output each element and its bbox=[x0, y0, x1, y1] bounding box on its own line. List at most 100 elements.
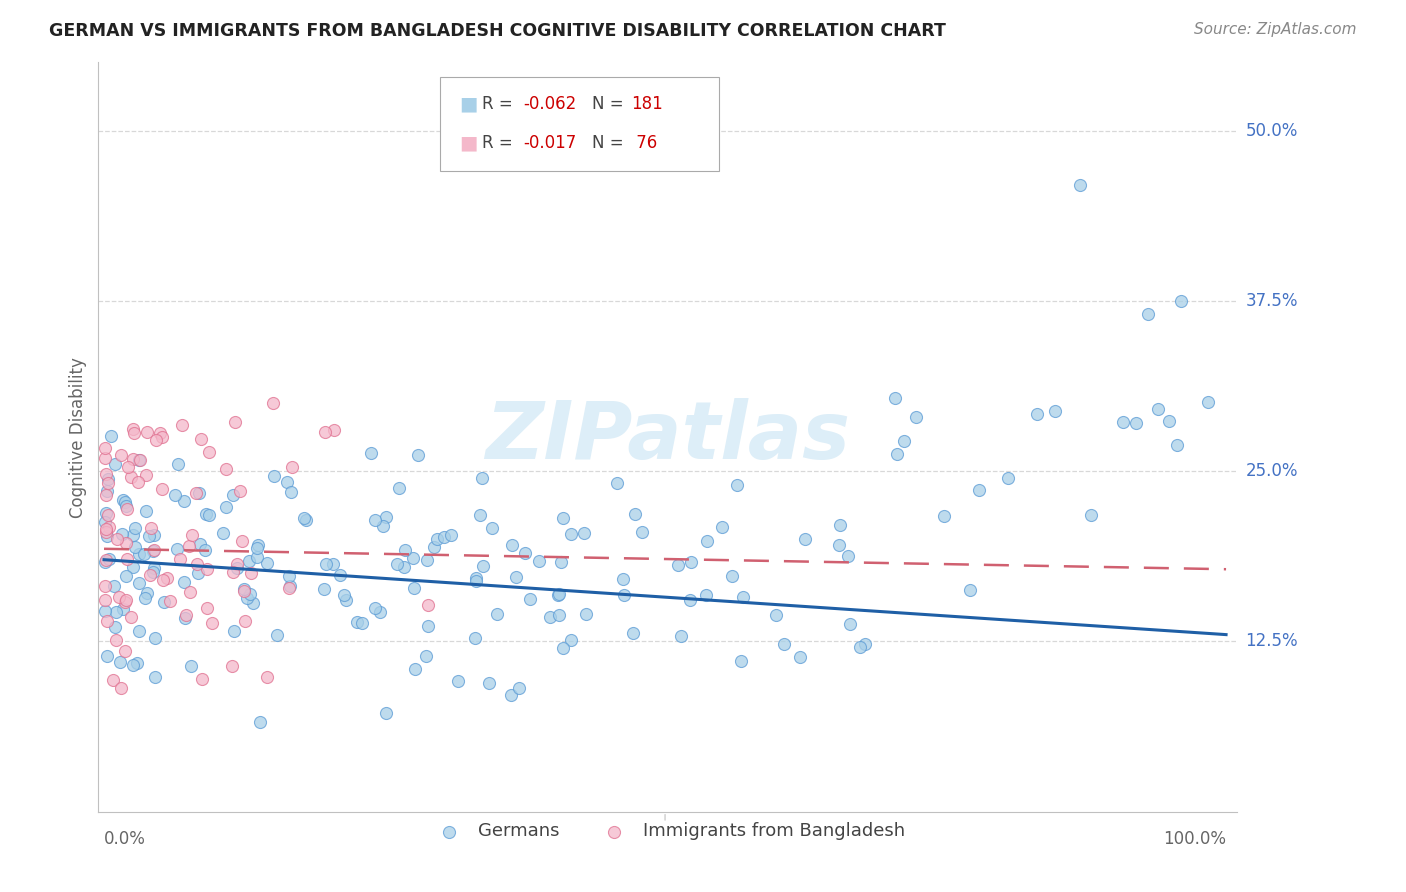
Point bbox=[224, 415, 246, 429]
Point bbox=[94, 522, 117, 536]
Text: -0.017: -0.017 bbox=[523, 134, 576, 152]
Point bbox=[721, 569, 744, 583]
Point bbox=[1170, 293, 1192, 308]
Point bbox=[215, 500, 238, 515]
Point bbox=[97, 476, 120, 491]
Point bbox=[105, 532, 128, 546]
Point bbox=[201, 615, 224, 630]
Point bbox=[96, 484, 118, 499]
Point bbox=[232, 584, 254, 599]
Point bbox=[179, 585, 201, 599]
Point bbox=[538, 610, 561, 624]
Point bbox=[505, 570, 527, 584]
Point bbox=[312, 582, 335, 596]
Text: Source: ZipAtlas.com: Source: ZipAtlas.com bbox=[1194, 22, 1357, 37]
Point bbox=[679, 593, 702, 607]
Point bbox=[426, 532, 449, 546]
Point bbox=[547, 588, 569, 602]
Point bbox=[527, 554, 550, 568]
Point bbox=[142, 565, 165, 579]
Point bbox=[110, 449, 132, 463]
Point bbox=[169, 551, 191, 566]
Point bbox=[322, 558, 344, 572]
Point bbox=[406, 448, 429, 462]
Text: R =: R = bbox=[482, 95, 519, 112]
Point bbox=[135, 468, 157, 483]
Point bbox=[115, 499, 138, 513]
Point bbox=[94, 554, 117, 568]
Point bbox=[249, 715, 271, 730]
Point bbox=[194, 542, 217, 557]
Point bbox=[114, 644, 136, 658]
Point bbox=[222, 624, 245, 638]
Point bbox=[394, 543, 416, 558]
Point bbox=[281, 460, 304, 475]
Text: 181: 181 bbox=[631, 95, 664, 112]
Point bbox=[122, 528, 145, 542]
Point bbox=[574, 525, 596, 540]
Point bbox=[142, 544, 165, 558]
Point bbox=[166, 541, 188, 556]
Point bbox=[352, 615, 374, 630]
Point bbox=[711, 520, 734, 534]
Point bbox=[402, 581, 425, 595]
Point bbox=[226, 561, 249, 575]
Point bbox=[278, 579, 301, 593]
Point bbox=[104, 605, 127, 619]
Point bbox=[560, 633, 582, 648]
Point bbox=[433, 530, 456, 544]
Point bbox=[115, 551, 138, 566]
Point bbox=[180, 658, 202, 673]
Point bbox=[150, 429, 173, 443]
Text: ZIPatlas: ZIPatlas bbox=[485, 398, 851, 476]
Point bbox=[94, 592, 117, 607]
Text: ■: ■ bbox=[460, 133, 478, 153]
Point bbox=[239, 587, 262, 601]
Point bbox=[392, 560, 415, 574]
Point bbox=[159, 593, 181, 607]
Point bbox=[631, 524, 654, 539]
Point bbox=[124, 540, 146, 554]
Point bbox=[94, 442, 117, 456]
Point bbox=[363, 601, 385, 615]
Point bbox=[553, 511, 575, 525]
Point bbox=[173, 494, 195, 508]
Point bbox=[195, 507, 218, 521]
Point bbox=[184, 486, 207, 500]
Point bbox=[385, 557, 408, 571]
Point bbox=[128, 453, 150, 467]
Point bbox=[904, 409, 927, 424]
Point bbox=[112, 601, 135, 615]
Point bbox=[830, 518, 852, 533]
Point bbox=[145, 433, 167, 447]
Point bbox=[115, 501, 138, 516]
Point bbox=[932, 509, 955, 524]
Point bbox=[328, 568, 350, 582]
Point bbox=[1147, 401, 1170, 416]
Point bbox=[94, 506, 117, 520]
Point bbox=[256, 670, 278, 684]
Point bbox=[548, 607, 571, 622]
Point bbox=[440, 528, 463, 542]
Point bbox=[103, 579, 125, 593]
Point bbox=[124, 521, 146, 535]
Point bbox=[280, 485, 302, 500]
Point bbox=[142, 527, 165, 541]
Point bbox=[402, 551, 425, 566]
Point bbox=[221, 658, 243, 673]
Point bbox=[333, 588, 356, 602]
Point bbox=[179, 539, 201, 553]
Point bbox=[416, 599, 439, 613]
Point bbox=[188, 537, 211, 551]
Point bbox=[481, 521, 503, 535]
Point bbox=[221, 565, 243, 579]
Point bbox=[893, 434, 915, 449]
Text: 12.5%: 12.5% bbox=[1246, 632, 1298, 650]
Point bbox=[239, 566, 262, 580]
Point bbox=[471, 558, 494, 573]
Point bbox=[236, 591, 259, 605]
Point bbox=[96, 553, 118, 567]
Point bbox=[368, 605, 391, 619]
Point bbox=[464, 631, 486, 645]
Point bbox=[468, 508, 491, 523]
